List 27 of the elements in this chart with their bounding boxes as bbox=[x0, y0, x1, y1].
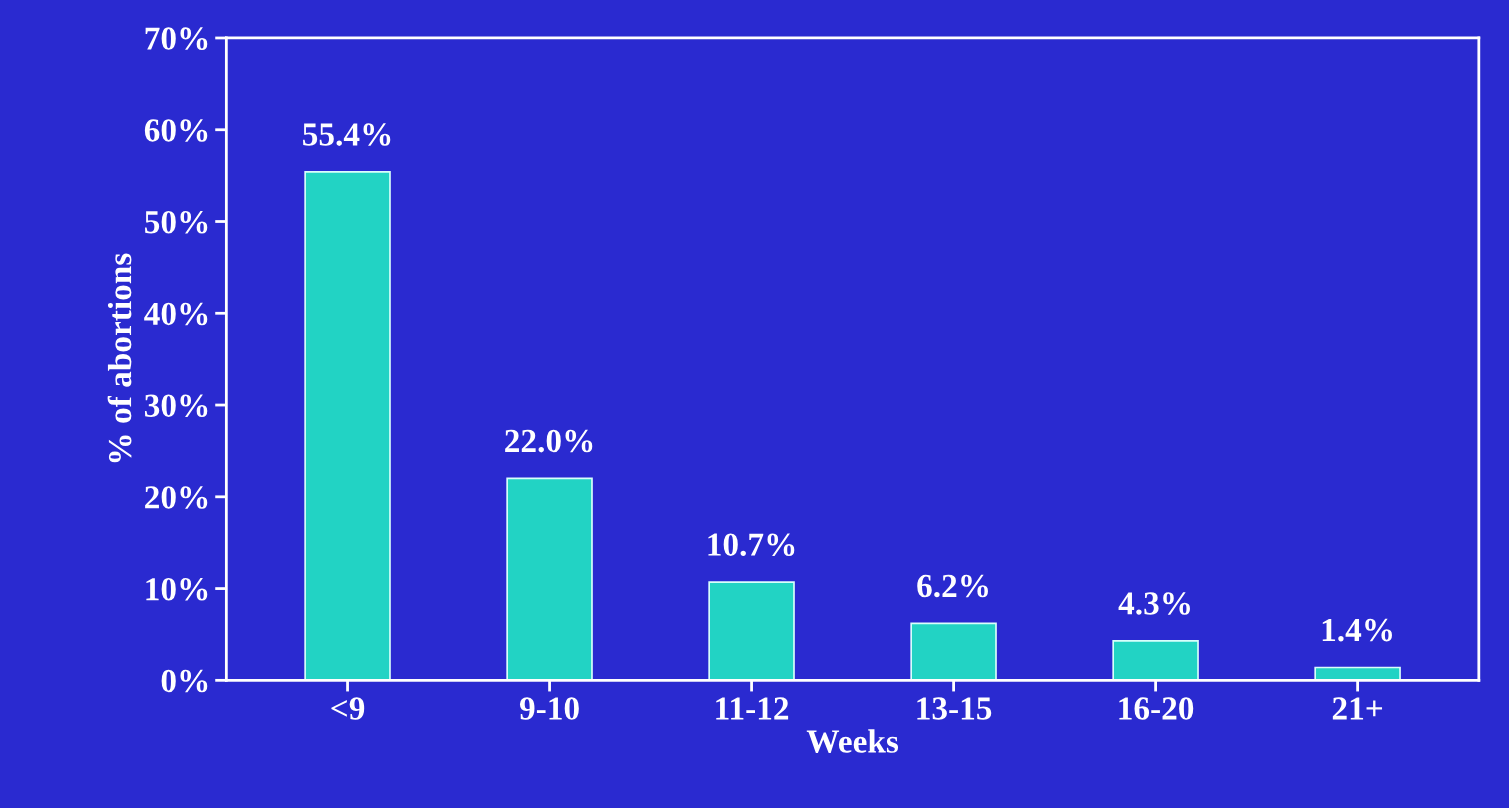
x-tick-label: 16-20 bbox=[1119, 697, 1194, 720]
y-tick-label: 50% bbox=[145, 210, 208, 234]
x-tick-label: 9-10 bbox=[519, 697, 579, 720]
y-tick-label: 30% bbox=[144, 394, 208, 418]
data-label: 55.4% bbox=[303, 123, 391, 146]
bar bbox=[304, 171, 391, 681]
x-axis-title: Weeks bbox=[806, 729, 899, 753]
x-tick-label: <9 bbox=[331, 697, 365, 720]
x-tick-label: 21+ bbox=[1332, 697, 1383, 720]
bar bbox=[910, 622, 997, 681]
y-tick-label: 40% bbox=[144, 302, 208, 326]
data-label: 1.4% bbox=[1322, 618, 1392, 642]
bar bbox=[506, 477, 593, 681]
data-label: 4.3% bbox=[1118, 592, 1190, 615]
y-axis-title: % of abortions bbox=[107, 253, 132, 463]
y-tick-label: 60% bbox=[144, 119, 208, 142]
data-label: 10.7% bbox=[708, 533, 795, 557]
data-label: 6.2% bbox=[917, 574, 988, 598]
bar bbox=[1112, 640, 1199, 681]
x-tick-label: 13-15 bbox=[917, 697, 992, 720]
y-tick-label: 70% bbox=[145, 27, 208, 50]
data-label: 22.0% bbox=[505, 429, 593, 453]
y-tick-label: 0% bbox=[161, 669, 208, 693]
bar bbox=[708, 581, 795, 681]
x-tick-label: 11-12 bbox=[716, 697, 789, 720]
y-tick-label: 10% bbox=[146, 577, 208, 601]
y-tick-label: 20% bbox=[145, 486, 208, 509]
